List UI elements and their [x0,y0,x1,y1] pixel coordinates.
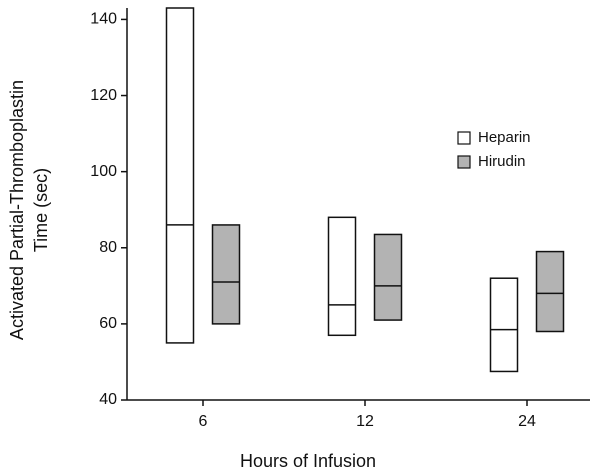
box [211,224,241,325]
box [165,7,195,344]
legend-label: Heparin [478,129,531,146]
legend-swatch [457,155,471,169]
legend-label: Hirudin [478,153,526,170]
y-axis-label-line: Time (sec) [31,168,51,252]
x-axis-label: Hours of Infusion [240,451,376,471]
box [535,250,565,333]
y-tick-label: 40 [99,391,117,408]
x-tick-label: 24 [518,413,536,430]
legend-swatch [457,131,471,145]
x-tick-label: 12 [356,413,374,430]
y-tick-label: 60 [99,315,117,332]
y-tick-label: 140 [90,11,117,28]
y-tick-label: 100 [90,163,117,180]
y-tick-label: 120 [90,87,117,104]
x-tick-label: 6 [199,413,208,430]
y-tick-label: 80 [99,239,117,256]
y-axis-label: Activated Partial-Thromboplastin Time (s… [7,80,51,340]
box [489,277,519,373]
y-axis-label-line: Activated Partial-Thromboplastin [7,80,27,340]
box [327,216,357,337]
box [373,233,403,321]
